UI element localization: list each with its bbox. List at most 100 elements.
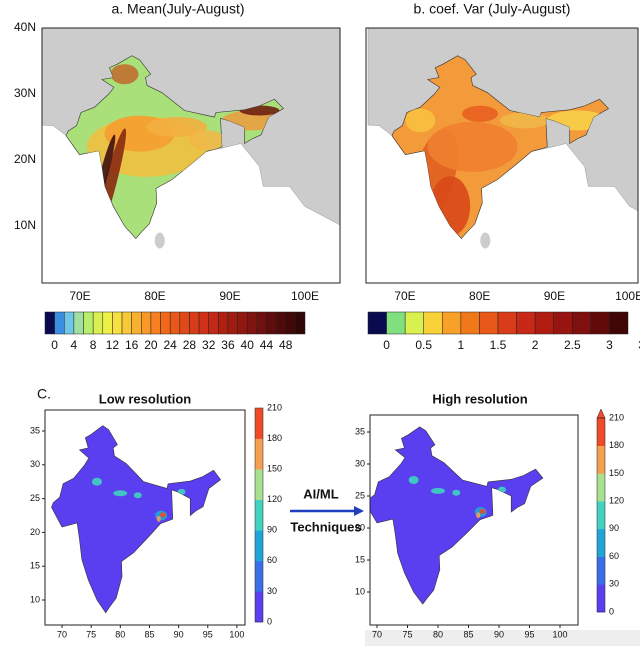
lon-label: 100E (615, 289, 640, 303)
colorbar-swatch (367, 311, 387, 335)
colorbar-swatch (295, 311, 306, 335)
colorbar-swatch (44, 311, 55, 335)
colorbar-swatch (597, 556, 605, 585)
colorbar-label: 20 (144, 338, 158, 352)
india (370, 426, 544, 605)
colorbar-swatch (553, 311, 573, 335)
colorbar-label: 120 (267, 494, 282, 504)
colorbar-label: 150 (267, 464, 282, 474)
colorbar-label: 12 (106, 338, 120, 352)
field-patch (113, 490, 128, 497)
land (480, 232, 491, 249)
colorbar-label: 210 (609, 412, 624, 422)
colorbar-label: 0 (51, 338, 58, 352)
colorbar-label: 4 (71, 338, 78, 352)
lon-label: 70E (69, 289, 90, 303)
colorbar-label: 0 (609, 606, 614, 616)
field-patch (91, 477, 102, 486)
lat-label: 40N (14, 20, 36, 34)
colorbar-swatch (112, 311, 123, 335)
y-tick-label: 35 (355, 426, 365, 436)
y-tick-label: 25 (30, 493, 40, 503)
field-patch (499, 112, 550, 129)
x-tick-label: 70 (57, 629, 67, 639)
colorbar-swatch (597, 418, 605, 447)
arrow-label: AI/ML (303, 486, 338, 501)
colorbar-label: 36 (221, 338, 235, 352)
field-patch (479, 508, 486, 514)
colorbar-label: 8 (90, 338, 97, 352)
colorbar-swatch (275, 311, 286, 335)
map (42, 28, 340, 249)
x-tick-label: 90 (494, 629, 504, 639)
field-patch (476, 512, 481, 519)
panel-title: High resolution (432, 391, 527, 406)
colorbar-swatch (597, 584, 605, 613)
map-frame (365, 27, 639, 284)
colorbar-label: 150 (609, 468, 624, 478)
colorbar-swatch (246, 311, 258, 335)
y-tick-label: 35 (30, 425, 40, 435)
y-tick-label: 10 (355, 586, 365, 596)
field-patch (462, 105, 499, 122)
field-patch (430, 176, 471, 237)
x-tick-label: 85 (463, 629, 473, 639)
x-tick-label: 70 (372, 629, 382, 639)
colorbar-swatch (597, 473, 605, 502)
lon-label: 100E (291, 289, 319, 303)
colorbar-label: 1.5 (490, 338, 507, 352)
y-tick-label: 20 (355, 522, 365, 532)
field-patch (427, 121, 518, 172)
x-tick-label: 85 (144, 629, 154, 639)
colorbar-swatch (590, 311, 610, 335)
colorbar-swatch (54, 311, 65, 335)
colorbar-swatch (572, 311, 592, 335)
x-tick-label: 95 (524, 629, 534, 639)
field-patch (110, 64, 139, 85)
colorbar-swatch (597, 528, 605, 557)
colorbar-label: 1 (458, 338, 465, 352)
colorbar-swatch (160, 311, 171, 335)
land (154, 232, 165, 249)
colorbar-swatch (141, 311, 152, 335)
map-frame (41, 27, 341, 284)
india (51, 425, 221, 614)
colorbar-swatch (121, 311, 132, 335)
colorbar-label: 3 (606, 338, 613, 352)
colorbar-label: 90 (267, 525, 277, 535)
field-patch (133, 492, 142, 499)
colorbar-label: 180 (267, 433, 282, 443)
y-tick-label: 10 (30, 594, 40, 604)
colorbar-label: 0 (267, 616, 272, 626)
colorbar-label: 32 (202, 338, 216, 352)
colorbar-swatch (92, 311, 104, 335)
x-tick-label: 95 (203, 629, 213, 639)
colorbar-swatch (534, 311, 554, 335)
colorbar-swatch (256, 311, 267, 335)
colorbar-swatch (73, 311, 84, 335)
lon-label: 80E (469, 289, 490, 303)
y-tick-label: 30 (30, 459, 40, 469)
panel-title: Low resolution (99, 391, 192, 406)
colorbar-swatch (285, 311, 296, 335)
x-tick-label: 100 (552, 629, 567, 639)
colorbar-swatch (169, 311, 181, 335)
colorbar-swatch (442, 311, 462, 335)
x-tick-label: 100 (229, 629, 244, 639)
colorbar-swatch (227, 311, 238, 335)
x-tick-label: 75 (86, 629, 96, 639)
colorbar-swatch (208, 311, 219, 335)
colorbar-swatch (255, 408, 263, 439)
colorbar-swatch (266, 311, 277, 335)
colorbar-swatch (150, 311, 161, 335)
colorbar-swatch (83, 311, 94, 335)
colorbar-label: 60 (609, 551, 619, 561)
colorbar-label: 48 (279, 338, 293, 352)
panel-title: b. coef. Var (July-August) (414, 1, 571, 17)
colorbar-swatch (255, 438, 263, 470)
colorbar-label: 16 (125, 338, 139, 352)
field-patch (431, 487, 445, 494)
field-patch (452, 489, 461, 496)
y-tick-label: 20 (30, 527, 40, 537)
colorbar-label: 2.5 (564, 338, 581, 352)
